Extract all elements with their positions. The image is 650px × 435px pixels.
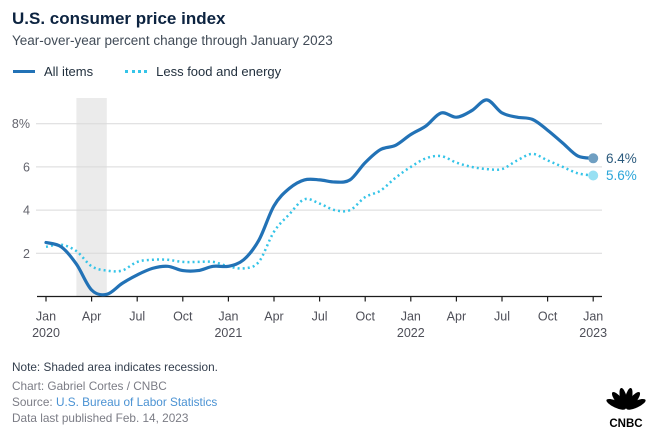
source-link[interactable]: U.S. Bureau of Labor Statistics — [55, 395, 218, 409]
x-axis-label: Oct — [538, 310, 558, 324]
x-axis-label: Apr — [447, 310, 466, 324]
chart-title: U.S. consumer price index — [12, 9, 226, 28]
source-line: Source: U.S. Bureau of Labor Statistics — [12, 396, 217, 409]
y-axis-label: 2 — [23, 247, 30, 261]
legend-item-less-food-energy: Less food and energy — [125, 64, 281, 79]
x-axis-year-label: 2020 — [32, 326, 60, 340]
x-axis-year-label: 2023 — [579, 326, 607, 340]
line-end-value-label: 6.4% — [606, 151, 637, 166]
x-axis-label: Apr — [82, 310, 101, 324]
x-axis-label: Jul — [129, 310, 145, 324]
legend-label-less-food-energy: Less food and energy — [156, 64, 282, 79]
legend-label-all-items: All items — [44, 64, 94, 79]
cnbc-wordmark: CNBC — [609, 418, 642, 430]
cpi-line-chart: 2 4 6 8% Jan 2020 Apr Jul Oct Jan 2021 Apr Jul Oct Jan… — [12, 98, 637, 340]
x-axis-year-label: 2021 — [214, 326, 242, 340]
y-axis-label: 8% — [12, 117, 30, 131]
all-items-line-swatch — [13, 70, 35, 73]
cnbc-logo: CNBC — [604, 382, 648, 435]
data-published: Data last published Feb. 14, 2023 — [12, 411, 189, 425]
line-end-dot — [588, 153, 599, 164]
legend: All items Less food and energy — [13, 64, 281, 79]
core-line-swatch — [125, 70, 148, 73]
x-axis-label: Oct — [355, 310, 375, 324]
y-axis-label: 4 — [23, 204, 30, 218]
legend-item-all-items: All items — [13, 64, 93, 79]
x-axis-label: Jul — [312, 310, 328, 324]
core-cpi-line — [45, 152, 594, 273]
x-axis-year-label: 2022 — [397, 326, 425, 340]
x-axis-label: Apr — [264, 310, 283, 324]
x-axis-label: Jan — [218, 310, 238, 324]
x-axis-label: Jan — [36, 310, 56, 324]
x-axis-label: Jan — [401, 310, 421, 324]
cnbc-peacock-icon: CNBC — [606, 388, 646, 430]
x-axis-label: Oct — [173, 310, 193, 324]
all-items-line — [44, 98, 595, 297]
recession-note: Note: Shaded area indicates recession. — [12, 360, 218, 374]
recession-band — [76, 98, 107, 297]
x-axis-label: Jan — [583, 310, 603, 324]
line-end-value-label: 5.6% — [606, 168, 637, 183]
y-axis-label: 6 — [23, 160, 30, 174]
line-end-dot — [588, 170, 599, 181]
chart-credit: Chart: Gabriel Cortes / CNBC — [12, 379, 167, 393]
source-prefix: Source: — [12, 395, 56, 409]
x-axis-label: Jul — [494, 310, 510, 324]
chart-subtitle: Year-over-year percent change through Ja… — [12, 33, 333, 48]
